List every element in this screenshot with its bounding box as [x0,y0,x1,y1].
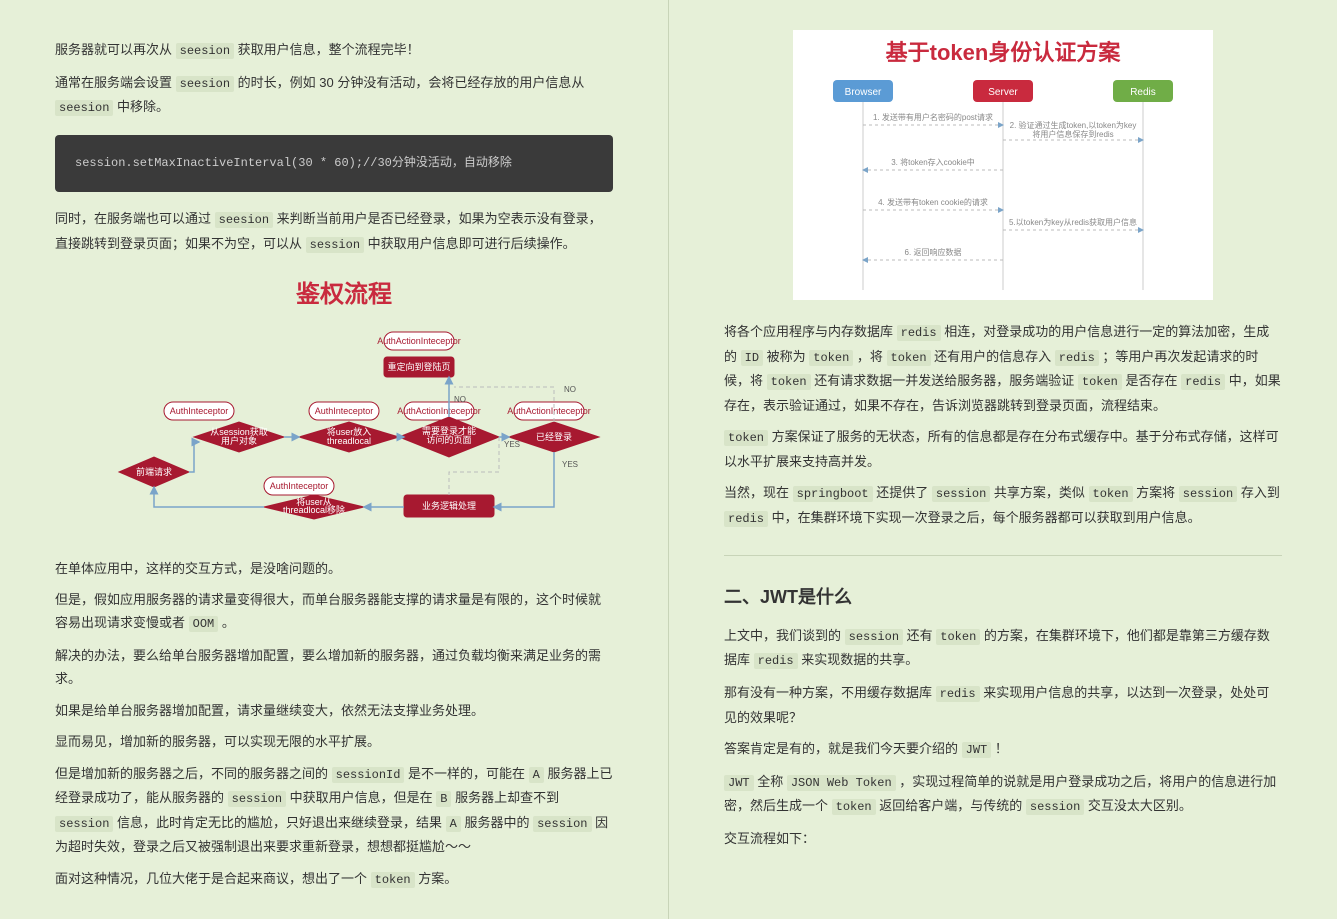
para: JWT 全称 JSON Web Token ，实现过程简单的说就是用户登录成功之… [724,770,1282,819]
code-block: session.setMaxInactiveInterval(30 * 60);… [55,135,613,193]
svg-text:Browser: Browser [845,87,882,98]
svg-text:5.以token为key从redis获取用户信息: 5.以token为key从redis获取用户信息 [1009,217,1137,227]
svg-text:threadlocal移除: threadlocal移除 [283,504,345,515]
code-inline: seesion [55,100,113,116]
code-inline: seesion [215,212,273,228]
svg-text:AuthInteceptor: AuthInteceptor [315,406,374,416]
svg-text:3. 将token存入cookie中: 3. 将token存入cookie中 [891,157,975,167]
left-column: 服务器就可以再次从 seesion 获取用户信息，整个流程完毕！ 通常在服务端会… [0,0,668,919]
svg-text:AuthActionInteceptor: AuthActionInteceptor [377,336,461,346]
svg-text:AuthInteceptor: AuthInteceptor [170,406,229,416]
code-inline: seesion [176,76,234,92]
svg-text:NO: NO [564,385,576,394]
para: 解决的办法，要么给单台服务器增加配置，要么增加新的服务器，通过负载均衡来满足业务… [55,644,613,691]
svg-text:AuthInteceptor: AuthInteceptor [270,481,329,491]
right-column: 基于token身份认证方案 Browser Server Redis 1. 发送… [669,0,1337,919]
para: token 方案保证了服务的无状态，所有的信息都是存在分布式缓存中。基于分布式存… [724,425,1282,473]
svg-text:将用户信息保存到redis: 将用户信息保存到redis [1032,129,1113,139]
token-diagram: 基于token身份认证方案 Browser Server Redis 1. 发送… [793,30,1213,300]
flowchart-diagram: 鉴权流程 前端请求 AuthInteceptor 从session获取 用户对象… [64,277,604,537]
para: 那有没有一种方案，不用缓存数据库 redis 来实现用户信息的共享，以达到一次登… [724,681,1282,729]
code-inline: seesion [176,43,234,59]
svg-text:Server: Server [988,87,1018,98]
para: 服务器就可以再次从 seesion 获取用户信息，整个流程完毕！ [55,38,613,63]
section-divider [724,555,1282,556]
svg-text:Redis: Redis [1130,87,1156,98]
svg-text:4. 发送带有token cookie的请求: 4. 发送带有token cookie的请求 [878,197,988,207]
svg-text:业务逻辑处理: 业务逻辑处理 [422,500,476,511]
svg-text:1. 发送带有用户名密码的post请求: 1. 发送带有用户名密码的post请求 [873,112,993,122]
para: 答案肯定是有的，就是我们今天要介绍的 JWT ！ [724,737,1282,762]
svg-text:AuthActionInteceptor: AuthActionInteceptor [397,406,481,416]
para: 但是，假如应用服务器的请求量变得很大，而单台服务器能支撑的请求量是有限的，这个时… [55,588,613,636]
para: 面对这种情况，几位大佬于是合起来商议，想出了一个 token 方案。 [55,867,613,892]
svg-text:已经登录: 已经登录 [536,431,572,442]
svg-text:NO: NO [454,395,466,404]
svg-text:基于token身份认证方案: 基于token身份认证方案 [886,40,1122,65]
para: 如果是给单台服务器增加配置，请求量继续变大，依然无法支撑业务处理。 [55,699,613,722]
para: 但是增加新的服务器之后，不同的服务器之间的 sessionId 是不一样的，可能… [55,762,613,859]
svg-text:6. 返回响应数据: 6. 返回响应数据 [905,247,962,257]
para: 显而易见，增加新的服务器，可以实现无限的水平扩展。 [55,730,613,753]
flow-title: 鉴权流程 [295,281,392,308]
svg-text:threadlocal: threadlocal [327,436,371,446]
code-inline: OOM [189,616,219,632]
svg-text:访问的页面: 访问的页面 [426,434,471,445]
para: 当然，现在 springboot 还提供了 session 共享方案，类似 to… [724,481,1282,530]
svg-text:重定向到登陆页: 重定向到登陆页 [387,361,450,372]
para: 上文中，我们谈到的 session 还有 token 的方案，在集群环境下，他们… [724,624,1282,673]
para: 在单体应用中，这样的交互方式，是没啥问题的。 [55,557,613,580]
para: 同时，在服务端也可以通过 seesion 来判断当前用户是否已经登录，如果为空表… [55,207,613,256]
para: 交互流程如下： [724,827,1282,850]
para: 将各个应用程序与内存数据库 redis 相连，对登录成功的用户信息进行一定的算法… [724,320,1282,417]
svg-text:YES: YES [504,440,520,449]
svg-text:YES: YES [562,460,578,469]
svg-text:AuthActionInteceptor: AuthActionInteceptor [507,406,591,416]
para: 通常在服务端会设置 seesion 的时长，例如 30 分钟没有活动，会将已经存… [55,71,613,120]
code-inline: session [306,237,364,253]
svg-text:2. 验证通过生成token,以token为key: 2. 验证通过生成token,以token为key [1010,120,1137,130]
heading-jwt: 二、JWT是什么 [724,581,1282,613]
svg-text:前端请求: 前端请求 [136,466,172,477]
page: 服务器就可以再次从 seesion 获取用户信息，整个流程完毕！ 通常在服务端会… [0,0,1337,919]
svg-text:用户对象: 用户对象 [221,435,257,446]
